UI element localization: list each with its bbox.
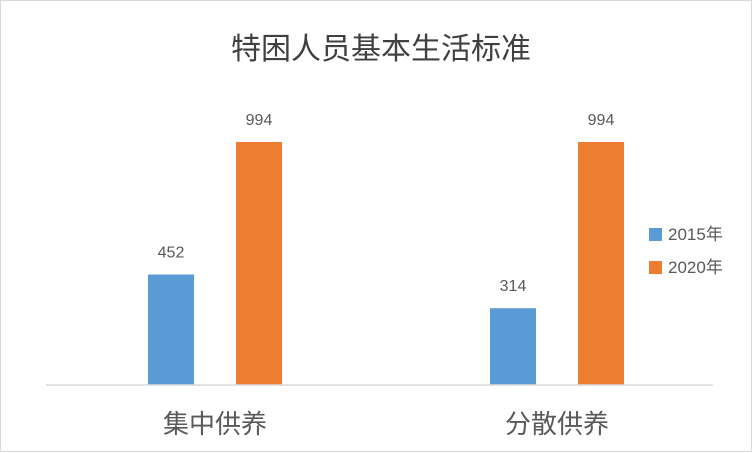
- labels-layer: 452 314 994 994 集中供养 分散供养: [158, 112, 615, 440]
- bar-2020年-分散供养: [578, 142, 624, 385]
- legend-swatch-2020年: [649, 261, 662, 274]
- legend: 2015年 2020年: [649, 225, 723, 277]
- legend-label-2015年: 2015年: [668, 225, 723, 244]
- data-label-2015年-分散供养: 314: [500, 278, 527, 295]
- bar-2015年-分散供养: [490, 308, 536, 385]
- data-label-2020年-集中供养: 994: [246, 112, 273, 129]
- data-label-2020年-分散供养: 994: [588, 112, 615, 129]
- data-label-2015年-集中供养: 452: [158, 245, 185, 262]
- category-label-分散供养: 分散供养: [505, 410, 609, 440]
- chart-title: 特困人员基本生活标准: [231, 32, 531, 67]
- legend-swatch-2015年: [649, 228, 662, 241]
- bar-2015年-集中供养: [148, 274, 194, 385]
- category-label-集中供养: 集中供养: [163, 410, 267, 440]
- bars-layer: [148, 142, 624, 385]
- legend-label-2020年: 2020年: [668, 258, 723, 277]
- bar-2020年-集中供养: [236, 142, 282, 385]
